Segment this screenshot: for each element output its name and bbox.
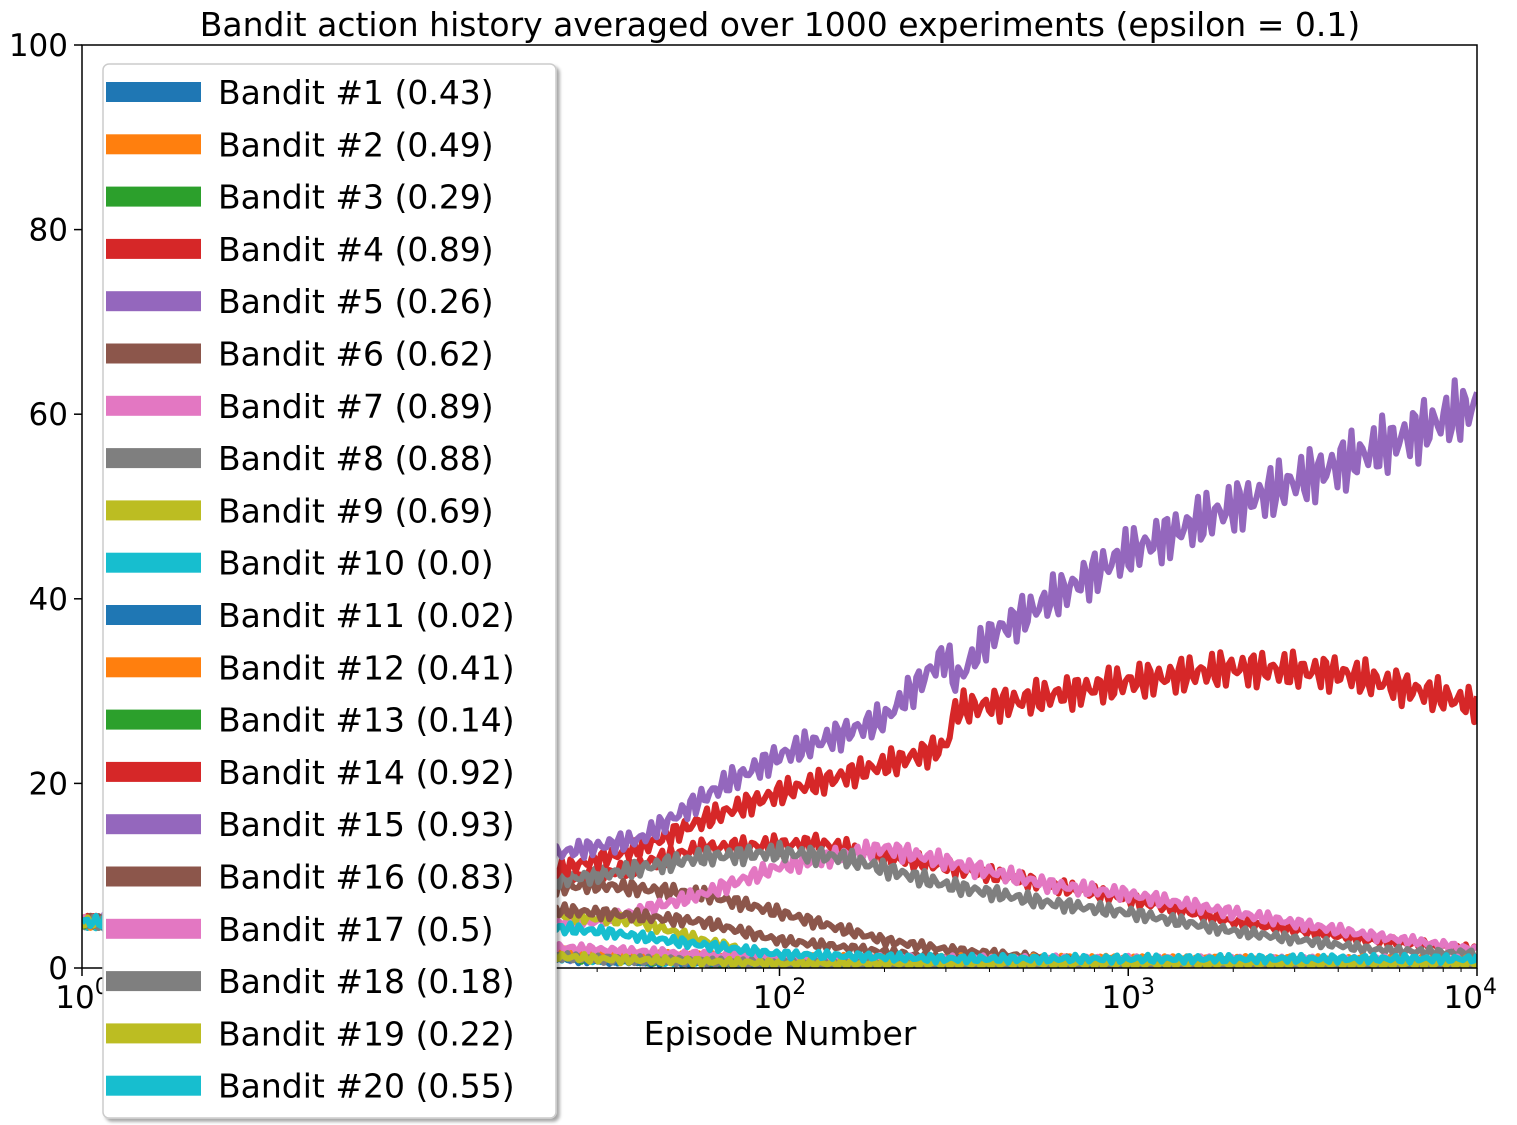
legend: Bandit #1 (0.43) Bandit #2 (0.49) Bandit #…: [102, 63, 557, 1119]
y-axis: 0 20 40 60 80 100: [9, 28, 82, 987]
legend-label: Bandit #8 (0.88): [218, 439, 494, 478]
chart-title: Bandit action history averaged over 1000…: [200, 5, 1360, 44]
legend-swatch: [106, 238, 201, 259]
x-tick-label: 100: [55, 975, 108, 1016]
legend-swatch: [106, 82, 201, 102]
y-tick-label: 0: [48, 951, 68, 987]
legend-swatch: [106, 395, 201, 416]
legend-label: Bandit #18 (0.18): [218, 962, 515, 1001]
legend-label: Bandit #10 (0.0): [218, 544, 494, 583]
legend-label: Bandit #13 (0.14): [218, 701, 515, 740]
legend-swatch: [106, 186, 201, 207]
y-tick-label: 40: [29, 582, 68, 618]
legend-label: Bandit #14 (0.92): [218, 753, 515, 792]
legend-label: Bandit #6 (0.62): [218, 335, 494, 374]
y-tick-label: 20: [29, 766, 68, 802]
legend-swatch: [106, 134, 201, 155]
legend-swatch: [106, 605, 201, 625]
legend-label: Bandit #9 (0.69): [218, 491, 494, 530]
legend-label: Bandit #3 (0.29): [218, 178, 494, 217]
legend-label: Bandit #15 (0.93): [218, 805, 515, 844]
legend-swatch: [106, 971, 201, 992]
legend-label: Bandit #17 (0.5): [218, 910, 494, 949]
legend-swatch: [106, 918, 201, 939]
x-tick-label: 103: [1102, 975, 1155, 1016]
legend-label: Bandit #19 (0.22): [218, 1014, 515, 1053]
y-tick-label: 100: [9, 28, 68, 64]
legend-swatch: [106, 552, 201, 573]
legend-label: Bandit #4 (0.89): [218, 230, 494, 269]
legend-label: Bandit #20 (0.55): [218, 1067, 515, 1106]
legend-label: Bandit #16 (0.83): [218, 858, 515, 897]
x-tick-label: 104: [1444, 975, 1497, 1016]
x-axis-label: Episode Number: [644, 1014, 917, 1053]
legend-swatch: [106, 448, 201, 469]
legend-swatch: [106, 343, 201, 364]
y-tick-label: 80: [29, 213, 68, 249]
legend-label: Bandit #5 (0.26): [218, 282, 494, 321]
legend-label: Bandit #12 (0.41): [218, 648, 515, 687]
legend-swatch: [106, 657, 201, 678]
y-tick-label: 60: [29, 397, 68, 433]
legend-label: Bandit #11 (0.02): [218, 596, 515, 635]
legend-box: [102, 63, 557, 1119]
legend-label: Bandit #1 (0.43): [218, 73, 494, 112]
legend-swatch: [106, 761, 201, 782]
legend-swatch: [106, 709, 201, 730]
legend-swatch: [106, 1023, 201, 1044]
legend-swatch: [106, 500, 201, 521]
legend-label: Bandit #2 (0.49): [218, 125, 494, 164]
legend-swatch: [106, 866, 201, 887]
x-tick-label: 102: [753, 975, 806, 1016]
legend-label: Bandit #7 (0.89): [218, 387, 494, 426]
legend-swatch: [106, 814, 201, 835]
legend-swatch: [106, 291, 201, 312]
legend-swatch: [106, 1075, 201, 1096]
